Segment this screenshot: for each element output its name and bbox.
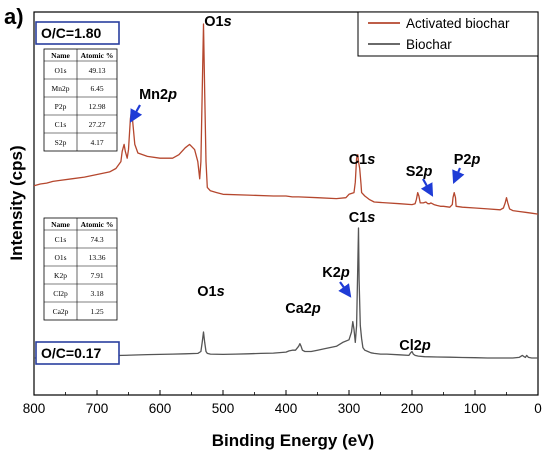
- ratio-box-biochar-frame: [35, 341, 120, 365]
- peak-label: K2p: [322, 265, 350, 281]
- table-cell-atomic: 74.3: [90, 235, 103, 244]
- x-tick-label: 500: [212, 401, 235, 416]
- table-cell-atomic: 1.25: [90, 307, 103, 316]
- x-axis-title: Binding Energy (eV): [212, 431, 374, 450]
- table-cell-atomic: 4.17: [90, 138, 103, 147]
- peak-arrow: [420, 178, 434, 197]
- peak-arrow: [452, 167, 465, 185]
- table-cell-name: P2p: [55, 102, 67, 111]
- ratio-label-biochar: O/C=0.17: [41, 345, 102, 361]
- x-tick-label: 200: [401, 401, 424, 416]
- peak-label: O1s: [204, 14, 231, 30]
- table-frame: [43, 217, 118, 321]
- panel-label: a): [4, 4, 24, 29]
- ratio-box-biochar: O/C=0.17: [35, 341, 120, 365]
- table-cell-name: C1s: [55, 120, 67, 129]
- table-cell-atomic: 27.27: [89, 120, 106, 129]
- x-tick-label: 600: [149, 401, 172, 416]
- table-header-name: Name: [51, 51, 70, 60]
- ratio-box-activated-frame: [35, 21, 120, 45]
- ratio-label-activated: O/C=1.80: [41, 25, 102, 41]
- peak-label: Cl2p: [399, 338, 431, 354]
- legend-label-biochar: Biochar: [406, 37, 452, 52]
- peak-arrow: [129, 104, 143, 123]
- table-cell-atomic: 13.36: [89, 253, 106, 262]
- peak-label: C1s: [349, 210, 376, 226]
- y-axis-title: Intensity (cps): [7, 145, 26, 260]
- table-cell-name: K2p: [54, 271, 67, 280]
- peak-arrow: [338, 281, 352, 298]
- legend-box: [357, 11, 539, 57]
- peak-arrows: [129, 104, 465, 298]
- peak-label: Mn2p: [139, 87, 177, 103]
- legend-label-activated: Activated biochar: [406, 16, 510, 31]
- series-line-biochar: [33, 227, 538, 359]
- plot-frame: [33, 11, 539, 396]
- table-header-name: Name: [51, 220, 70, 229]
- series-line-activated-biochar: [33, 23, 539, 215]
- x-tick-label: 800: [23, 401, 46, 416]
- peak-labels: O1s Mn2p C1s S2p P2p O1s Ca2p K2p C1s Cl2p: [139, 14, 480, 354]
- atomic-table-biochar: Name Atomic % C1s 74.3 O1s 13.36 K2p 7.91 Cl2p 3.…: [43, 217, 118, 321]
- table-cell-atomic: 12.98: [89, 102, 106, 111]
- x-tick-label: 100: [464, 401, 487, 416]
- table-cell-atomic: 6.45: [90, 84, 103, 93]
- peak-label: P2p: [454, 152, 481, 168]
- atomic-table-activated: Name Atomic % O1s 49.13 Mn2p 6.45 P2p 12.98 C1s 2…: [43, 48, 118, 152]
- table-cell-atomic: 49.13: [89, 66, 106, 75]
- table-cell-name: Ca2p: [53, 307, 69, 316]
- table-header-atomic: Atomic %: [81, 51, 114, 60]
- table-header-atomic: Atomic %: [81, 220, 114, 229]
- table-cell-name: Mn2p: [52, 84, 70, 93]
- x-tick-label: 0: [534, 401, 542, 416]
- table-cell-name: O1s: [54, 66, 66, 75]
- table-cell-name: C1s: [55, 235, 67, 244]
- peak-label: Ca2p: [285, 301, 321, 317]
- x-tick-label: 700: [86, 401, 109, 416]
- table-cell-name: S2p: [55, 138, 67, 147]
- x-tick-label: 300: [338, 401, 361, 416]
- table-cell-name: O1s: [54, 253, 66, 262]
- table-cell-atomic: 3.18: [90, 289, 103, 298]
- table-cell-atomic: 7.91: [90, 271, 103, 280]
- x-axis-ticks: 800 700 600 500 400 300 200 100 0: [23, 390, 542, 416]
- table-frame: [43, 48, 118, 152]
- peak-label: C1s: [349, 152, 376, 168]
- ratio-box-activated: O/C=1.80: [35, 21, 120, 45]
- legend: Activated biochar Biochar: [357, 11, 539, 57]
- x-tick-label: 400: [275, 401, 298, 416]
- peak-label: S2p: [406, 164, 433, 180]
- table-cell-name: Cl2p: [53, 289, 68, 298]
- peak-label: O1s: [197, 284, 224, 300]
- spectra-layer: [33, 23, 539, 359]
